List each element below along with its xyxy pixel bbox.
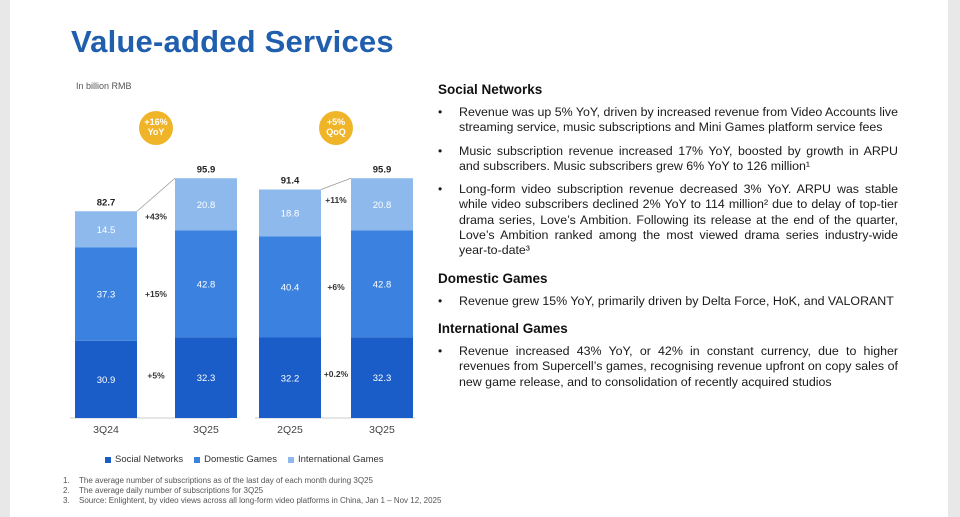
bullet-dot: •	[438, 143, 443, 158]
footnotes: 1. The average number of subscriptions as…	[63, 476, 441, 506]
bullet-dot: •	[438, 105, 443, 119]
legend-swatch	[287, 456, 294, 463]
category-label: 3Q24	[93, 424, 119, 436]
stacked-bar-chart: 30.9 37.3 14.5 82.7 3Q24 32.3 42.8 20.8 95.9 3Q25…	[70, 111, 415, 436]
commentary: Social Networks • Revenue was up 5% YoY, …	[438, 82, 898, 398]
bullet: • Music subscription revenue increased 17…	[438, 144, 898, 175]
connector-line	[320, 177, 352, 190]
section-title: International Games	[438, 320, 568, 336]
change-label: +15%	[145, 289, 167, 299]
bar-segment	[175, 178, 237, 231]
growth-badge	[139, 111, 173, 145]
footnote-text: The average daily number of subscription…	[79, 486, 264, 495]
legend-item: International Games	[287, 454, 384, 465]
segment-label: 20.8	[373, 200, 392, 211]
chart-legend: Social Networks Domestic Games Internati…	[105, 454, 384, 465]
bullet-text: Music subscription revenue increased 17%…	[459, 143, 898, 173]
total-label: 91.4	[281, 176, 300, 187]
bullet-dot: •	[438, 343, 443, 358]
growth-badge	[319, 111, 353, 145]
category-label: 3Q25	[193, 424, 219, 436]
badge-value: +16%	[144, 117, 167, 127]
legend-label: Social Networks	[115, 454, 184, 465]
bar-segment	[75, 211, 137, 248]
change-label: +5%	[147, 370, 165, 380]
footnote-number: 2.	[63, 486, 70, 495]
legend-swatch	[194, 456, 201, 463]
segment-label: 42.8	[197, 279, 216, 290]
segment-label: 14.5	[97, 225, 116, 236]
unit-note: In billion RMB	[76, 81, 132, 91]
legend-label: International Games	[297, 454, 384, 465]
badge-period: YoY	[148, 127, 165, 137]
bullet-dot: •	[438, 293, 443, 308]
bullet-text: Revenue increased 43% YoY, or 42% in con…	[459, 343, 898, 389]
category-label: 3Q25	[369, 424, 395, 436]
footnote: 3. Source: Enlightent, by video views acr…	[63, 496, 441, 506]
total-label: 95.9	[197, 164, 216, 175]
segment-label: 37.3	[97, 290, 116, 301]
bullet: • Revenue increased 43% YoY, or 42% in co…	[438, 344, 898, 390]
bullet-text: Revenue was up 5% YoY, driven by increas…	[459, 105, 898, 135]
category-label: 2Q25	[277, 424, 303, 436]
section-title: Domestic Games	[438, 270, 548, 286]
segment-label: 20.8	[197, 200, 216, 211]
segment-label: 18.8	[281, 209, 300, 220]
bullet: • Long-form video subscription revenue de…	[438, 182, 898, 258]
bullet: • Revenue was up 5% YoY, driven by increa…	[438, 105, 898, 136]
footnote: 1. The average number of subscriptions as…	[63, 476, 441, 486]
footnote: 2. The average daily number of subscripti…	[63, 486, 441, 496]
bar-segment	[259, 189, 321, 237]
bar-segment	[175, 230, 237, 338]
footnote-number: 1.	[63, 476, 70, 485]
segment-label: 32.2	[281, 373, 300, 384]
connector-line	[136, 177, 176, 212]
bar-segment	[175, 337, 237, 418]
segment-label: 32.3	[373, 373, 392, 384]
bar-segment	[75, 340, 137, 418]
footnote-text: The average number of subscriptions as o…	[79, 476, 373, 485]
bar-segment	[351, 337, 413, 418]
legend-swatch	[105, 456, 111, 463]
bar-segment	[351, 178, 413, 231]
badge-value: +5%	[327, 117, 345, 127]
bar-segment	[75, 247, 137, 341]
bullet-text: Revenue grew 15% YoY, primarily driven b…	[459, 293, 894, 308]
segment-label: 42.8	[373, 279, 392, 290]
bullet-dot: •	[438, 182, 443, 197]
bullet-text: Long-form video subscription revenue dec…	[459, 182, 898, 258]
legend-item: Social Networks	[105, 454, 183, 465]
bar-segment	[259, 337, 321, 418]
change-label: +6%	[327, 282, 345, 292]
footnote-text: Source: Enlightent, by video views acros…	[79, 496, 442, 505]
bullet: • Revenue grew 15% YoY, primarily driven …	[438, 294, 898, 309]
legend-item: Domestic Games	[194, 454, 277, 465]
change-label: +43%	[145, 211, 167, 221]
footnote-number: 3.	[63, 496, 70, 505]
total-label: 82.7	[97, 197, 116, 208]
change-label: +11%	[325, 195, 347, 205]
legend-label: Domestic Games	[204, 454, 277, 465]
segment-label: 30.9	[97, 375, 116, 386]
section-title: Social Networks	[438, 82, 543, 97]
badge-period: QoQ	[326, 127, 346, 137]
slide: Value-added Services In billion RMB 30.9…	[10, 0, 948, 517]
segment-label: 40.4	[281, 283, 300, 294]
change-label: +0.2%	[324, 369, 349, 379]
bar-segment	[351, 230, 413, 338]
bar-segment	[259, 236, 321, 338]
page-title: Value-added Services	[71, 24, 394, 59]
segment-label: 32.3	[197, 373, 216, 384]
total-label: 95.9	[373, 164, 392, 175]
